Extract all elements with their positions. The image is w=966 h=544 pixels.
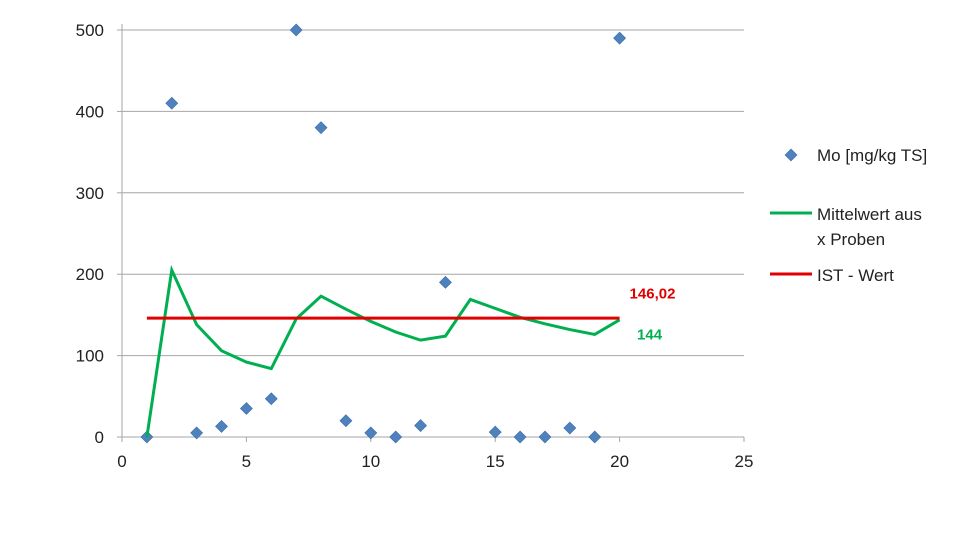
legend-label-mo: Mo [mg/kg TS] xyxy=(817,146,927,165)
data-point-mo-2 xyxy=(165,96,179,110)
data-point-mo-12 xyxy=(414,419,427,433)
legend-label-mittelwert-0: Mittelwert aus xyxy=(817,205,922,224)
legend-label-mittelwert-1: x Proben xyxy=(817,230,885,249)
x-tick-label-15: 15 xyxy=(486,452,505,471)
y-tick-label-300: 300 xyxy=(76,184,104,203)
y-tick-label-400: 400 xyxy=(76,102,104,121)
series-line-1 xyxy=(145,264,621,438)
legend: Mo [mg/kg TS] Mittelwert aus x Proben IST -… xyxy=(770,146,927,285)
y-tick-labels: 0 100 200 300 400 500 xyxy=(76,21,104,447)
x-tick-label-10: 10 xyxy=(361,452,380,471)
annotation-0: 146,02 xyxy=(630,286,676,303)
x-tick-label-25: 25 xyxy=(735,452,754,471)
data-point-mo-5 xyxy=(239,402,253,415)
y-tick-label-200: 200 xyxy=(76,265,104,284)
data-point-mo-17 xyxy=(538,430,552,444)
data-point-mo-10 xyxy=(364,426,378,440)
legend-label-ist: IST - Wert xyxy=(817,266,894,285)
y-tick-label-500: 500 xyxy=(76,21,104,40)
y-tick-label-0: 0 xyxy=(95,428,104,447)
gridlines xyxy=(122,29,744,357)
annotations: 146,02 144 xyxy=(630,286,676,344)
data-point-mo-13 xyxy=(439,275,452,289)
data-point-mo-6 xyxy=(264,392,278,406)
data-point-mo-15 xyxy=(488,425,502,439)
data-point-mo-8 xyxy=(314,121,328,135)
data-point-mo-4 xyxy=(215,419,228,433)
data-point-mo-19 xyxy=(588,430,602,444)
data-point-mo-18 xyxy=(563,421,577,435)
axes xyxy=(117,24,745,442)
data-point-mo-20 xyxy=(613,31,627,45)
data-point-mo-7 xyxy=(289,23,303,37)
x-tick-label-20: 20 xyxy=(610,452,629,471)
data-point-mo-9 xyxy=(339,414,353,428)
x-tick-label-5: 5 xyxy=(242,452,251,471)
x-tick-label-0: 0 xyxy=(117,452,126,471)
data-point-mo-3 xyxy=(190,426,204,440)
y-tick-label-100: 100 xyxy=(76,347,104,366)
data-point-mo-11 xyxy=(389,430,403,444)
annotation-1: 144 xyxy=(637,326,663,343)
x-tick-labels: 0 5 10 15 20 25 xyxy=(117,452,753,471)
legend-marker-mo xyxy=(784,148,798,162)
data-point-mo-16 xyxy=(513,430,527,444)
plot-area xyxy=(140,23,627,444)
